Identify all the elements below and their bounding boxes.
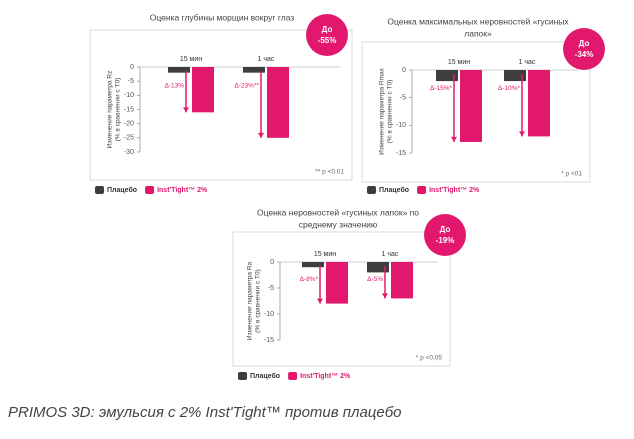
legend-swatch: [367, 186, 376, 194]
arrow-head: [519, 131, 525, 137]
y-tick-label: -5: [400, 95, 406, 102]
y-tick-label: -10: [264, 311, 274, 318]
y-tick-label: 0: [130, 64, 134, 71]
legend-label: Плацебо: [250, 372, 280, 380]
footnote: * p <01: [561, 171, 582, 178]
delta-label: Δ-8%*: [300, 276, 319, 283]
legend-swatch: [145, 186, 155, 194]
badge-text: -55%: [318, 36, 337, 45]
delta-label: Δ-10%*: [498, 85, 521, 92]
legend-swatch: [95, 186, 104, 194]
y-tick-label: 0: [270, 259, 274, 266]
chart-title: Оценка глубины морщин вокруг глаз: [150, 12, 295, 22]
legend-label: Inst'Tight™ 2%: [300, 373, 351, 380]
arrow-head: [183, 107, 189, 113]
y-tick-label: -30: [124, 149, 134, 156]
bar: [192, 67, 214, 113]
badge-text: До: [440, 225, 451, 234]
chart-title: среднему значению: [299, 219, 378, 229]
arrow-head: [317, 298, 323, 304]
y-axis-label: (% в сравнении с T0): [115, 78, 122, 142]
bar: [436, 70, 458, 82]
y-tick-label: 0: [402, 67, 406, 74]
arrow-head: [382, 293, 388, 299]
y-tick-label: -15: [264, 337, 274, 344]
panel: [89, 29, 353, 181]
footnote: ** p <0.01: [315, 169, 344, 176]
y-tick-label: -15: [124, 106, 134, 113]
badge: [563, 28, 605, 70]
legend-swatch: [417, 186, 427, 194]
bar: [168, 67, 190, 73]
y-tick-label: -15: [396, 150, 406, 157]
bar: [460, 70, 482, 142]
charts: Оценка глубины морщин вокруг глаз Изменен…: [89, 12, 605, 380]
badge: [424, 214, 466, 256]
y-tick-label: -10: [124, 92, 134, 99]
category-label: 1 час: [258, 56, 275, 63]
category-label: 1 час: [382, 251, 399, 258]
y-axis-label: Изменение параметра Rz: [107, 71, 114, 149]
legend-label: Inst'Tight™ 2%: [429, 187, 480, 194]
y-tick-label: -5: [268, 285, 274, 292]
badge-text: -34%: [575, 50, 594, 59]
category-label: 1 час: [519, 59, 536, 66]
legend-label: Плацебо: [379, 186, 409, 194]
chart-title: лапок»: [464, 28, 492, 38]
legend-label: Плацебо: [107, 186, 137, 194]
delta-label: Δ-23%**: [234, 82, 259, 89]
arrow-head: [258, 132, 264, 138]
bar: [367, 262, 389, 273]
chart-title: Оценка неровностей «гусиных лапок» по: [257, 207, 419, 217]
bar: [391, 262, 413, 299]
y-tick-label: -20: [124, 121, 134, 128]
y-axis-label: (% в сравнении с T0): [255, 269, 262, 333]
badge-text: -19%: [436, 236, 455, 245]
bar: [528, 70, 550, 137]
y-axis-label: (% в сравнении с T0): [387, 80, 394, 144]
delta-label: Δ-5%: [367, 276, 383, 283]
legend-label: Inst'Tight™ 2%: [157, 187, 208, 194]
delta-label: Δ-13%: [164, 82, 184, 89]
y-axis-label: Изменение параметра Ra: [247, 262, 254, 341]
bar: [504, 70, 526, 82]
badge-text: До: [579, 39, 590, 48]
delta-label: Δ-15%*: [430, 85, 453, 92]
badge: [306, 14, 348, 56]
chart-title: Оценка максимальных неровностей «гусиных: [387, 16, 569, 26]
bar: [267, 67, 289, 138]
legend-swatch: [238, 372, 247, 380]
badge-text: До: [322, 25, 333, 34]
legend-swatch: [288, 372, 298, 380]
bar: [326, 262, 348, 304]
footnote: * p <0,05: [416, 355, 443, 362]
y-tick-label: -25: [124, 135, 134, 142]
category-label: 15 мин: [448, 59, 470, 66]
bar: [302, 262, 324, 268]
arrow-head: [451, 136, 457, 142]
bar: [243, 67, 265, 73]
y-axis-label: Изменение параметра Rmax: [379, 67, 386, 155]
caption: PRIMOS 3D: эмульсия с 2% Inst'Tight™ про…: [8, 404, 402, 421]
category-label: 15 мин: [314, 251, 336, 258]
category-label: 15 мин: [180, 56, 202, 63]
y-tick-label: -10: [396, 122, 406, 129]
y-tick-label: -5: [128, 78, 134, 85]
